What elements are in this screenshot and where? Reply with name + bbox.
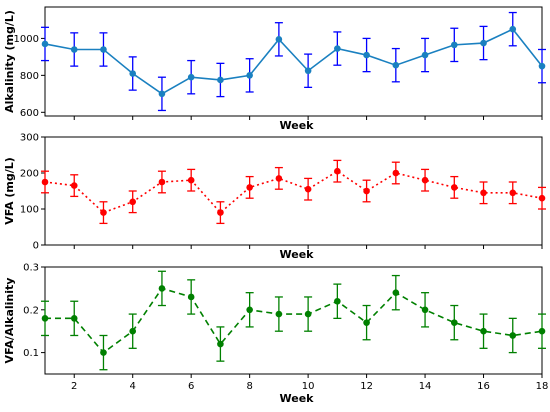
data-point <box>41 178 49 186</box>
data-point <box>363 187 370 195</box>
x-tick-label: 4 <box>130 381 136 392</box>
series-line <box>44 28 543 95</box>
data-point <box>70 182 78 189</box>
data-point <box>100 349 107 356</box>
data-point <box>392 289 400 296</box>
data-point <box>158 285 166 292</box>
data-point <box>421 51 429 59</box>
data-point <box>129 327 137 335</box>
data-point <box>187 176 195 184</box>
data-point <box>246 72 253 79</box>
data-point <box>509 189 517 197</box>
y-axis-label: VFA (mg/L) <box>3 157 16 225</box>
data-point <box>450 41 458 49</box>
plot-frame <box>44 6 543 117</box>
data-point <box>450 184 458 191</box>
data-point <box>158 178 166 186</box>
data-point <box>363 319 370 326</box>
plot-frame <box>44 266 543 375</box>
data-point <box>334 167 341 175</box>
x-tick-label: 12 <box>360 381 373 392</box>
data-point <box>70 315 78 322</box>
data-point <box>70 46 78 53</box>
x-tick-label: 14 <box>419 381 432 392</box>
data-point <box>129 70 137 77</box>
y-tick-label: 800 <box>20 71 39 82</box>
data-point <box>129 198 137 206</box>
data-point <box>538 194 546 202</box>
x-tick-label: 6 <box>188 381 194 392</box>
y-tick-label: 0 <box>33 241 39 252</box>
series-line <box>45 287 543 354</box>
x-axis-label: Week <box>280 119 315 132</box>
x-tick-label: 2 <box>71 381 77 392</box>
y-tick-label: 0.3 <box>23 263 39 274</box>
data-point <box>304 185 312 193</box>
y-tick-label: 0.2 <box>23 305 39 316</box>
plot-frame <box>44 136 543 246</box>
y-axis-label: VFA/Alkalinity <box>3 278 16 364</box>
data-point <box>217 340 224 348</box>
data-point <box>41 315 49 322</box>
series-line <box>44 170 543 214</box>
data-point <box>538 62 546 70</box>
y-tick-label: 0.1 <box>23 348 39 359</box>
data-point <box>538 327 546 335</box>
x-axis-label: Week <box>280 392 315 405</box>
y-tick-label: 1000 <box>14 34 39 45</box>
data-point <box>480 39 487 47</box>
data-point <box>100 46 107 53</box>
x-tick-label: 8 <box>246 381 252 392</box>
data-point <box>421 306 429 314</box>
data-point <box>158 90 166 98</box>
data-point <box>334 297 341 305</box>
data-point <box>275 36 283 43</box>
x-tick-label: 10 <box>302 381 315 392</box>
data-point <box>217 209 224 216</box>
x-axis-label: Week <box>280 248 315 261</box>
data-point <box>275 175 283 182</box>
data-point <box>509 332 517 339</box>
data-point <box>275 310 283 318</box>
data-point <box>334 45 341 52</box>
data-point <box>187 293 195 301</box>
data-point <box>363 51 370 59</box>
y-tick-label: 200 <box>20 169 39 180</box>
data-point <box>246 306 253 314</box>
data-point <box>480 327 487 335</box>
data-point <box>41 40 49 48</box>
data-point <box>509 25 517 33</box>
y-tick-label: 600 <box>20 108 39 119</box>
data-point <box>304 310 312 318</box>
data-point <box>187 73 195 81</box>
y-axis-label: Alkalinity (mg/L) <box>3 10 16 113</box>
data-point <box>392 169 400 177</box>
data-point <box>450 319 458 326</box>
data-point <box>246 184 253 191</box>
x-tick-label: 18 <box>536 381 549 392</box>
data-point <box>480 189 487 197</box>
data-point <box>100 209 107 216</box>
x-tick-label: 16 <box>477 381 490 392</box>
y-tick-label: 100 <box>20 205 39 216</box>
data-point <box>392 61 400 69</box>
data-point <box>421 176 429 184</box>
data-point <box>217 76 224 84</box>
y-tick-label: 300 <box>20 133 39 144</box>
data-point <box>304 67 312 75</box>
